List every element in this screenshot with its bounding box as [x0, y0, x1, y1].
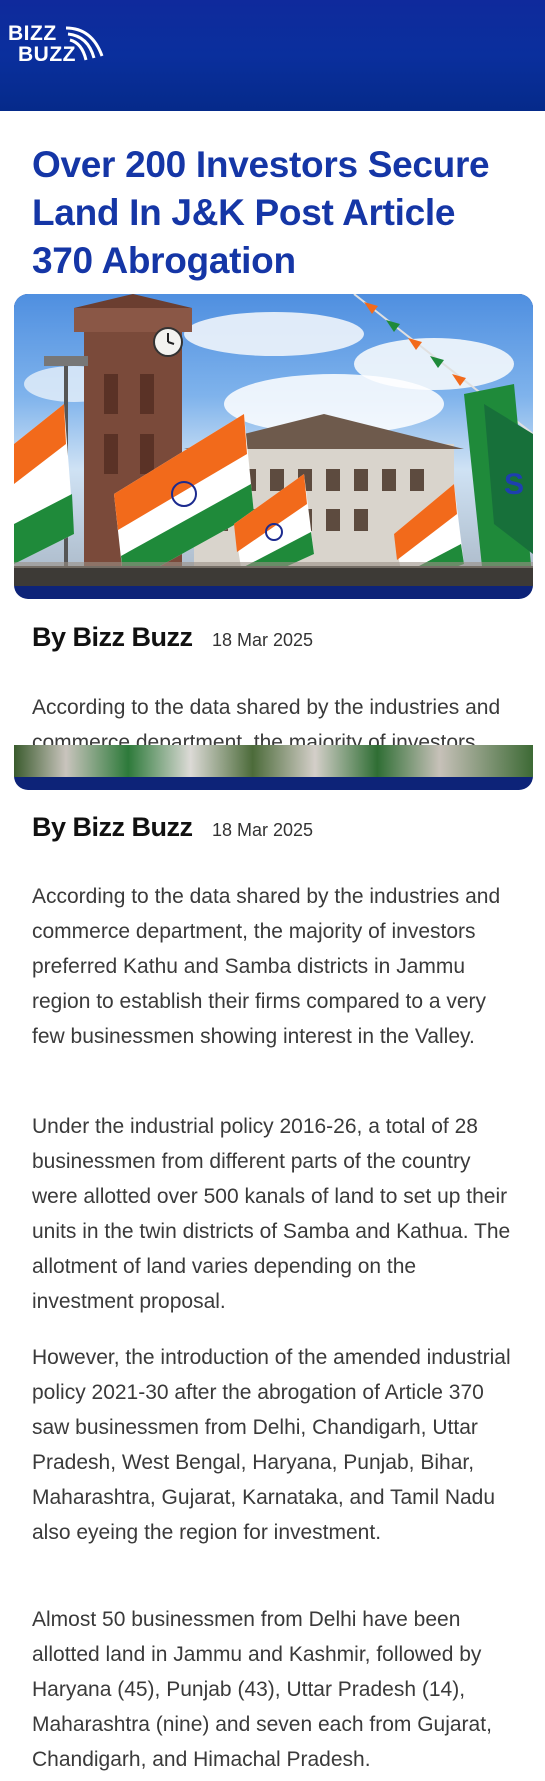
article-byline: By Bizz Buzz 18 Mar 2025 — [32, 622, 313, 653]
article-hero-image: S — [14, 294, 533, 599]
article-byline-sticky: By Bizz Buzz 18 Mar 2025 — [32, 812, 313, 843]
article-paragraph-2: Under the industrial policy 2016-26, a t… — [32, 1115, 511, 1313]
article-preview-clipped: According to the data shared by the indu… — [32, 690, 520, 745]
author-name[interactable]: By Bizz Buzz — [32, 622, 193, 652]
flag-letter: S — [504, 468, 524, 501]
author-name[interactable]: By Bizz Buzz — [32, 812, 193, 842]
site-header: BIZZ BUZZ — [0, 0, 545, 111]
article-paragraph-1: According to the data shared by the indu… — [32, 885, 501, 1048]
publish-date: 18 Mar 2025 — [212, 630, 314, 650]
wifi-arcs-icon — [65, 26, 104, 61]
article-paragraph-3: However, the introduction of the amended… — [32, 1346, 511, 1544]
article-title: Over 200 Investors Secure Land In J&K Po… — [32, 144, 490, 281]
publish-date: 18 Mar 2025 — [212, 820, 314, 840]
article-hero-image-strip — [14, 745, 533, 790]
article-paragraph-4: Almost 50 businessmen from Delhi have be… — [32, 1608, 492, 1771]
site-logo[interactable]: BIZZ BUZZ — [6, 22, 112, 68]
logo-text-line2: BUZZ — [18, 43, 76, 66]
logo-text-line1: BIZZ — [8, 22, 57, 45]
article-paragraph-preview: According to the data shared by the indu… — [32, 696, 501, 745]
